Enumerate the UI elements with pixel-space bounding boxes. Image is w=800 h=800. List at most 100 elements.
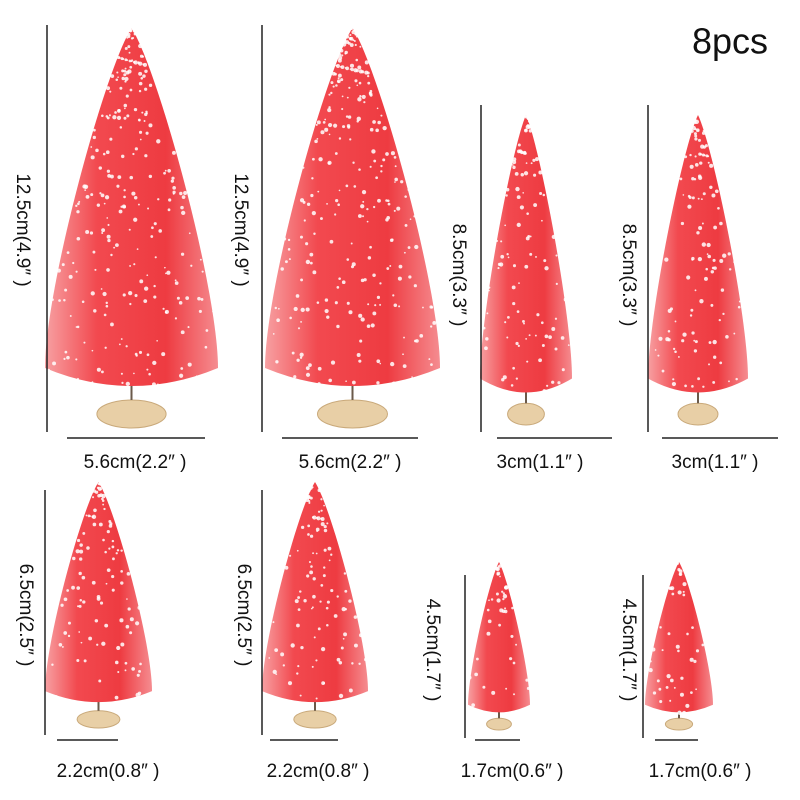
snow-speck [510,634,514,638]
snow-speck [197,296,201,301]
snow-speck [108,524,113,528]
snow-speck [113,246,116,249]
snow-speck [90,146,93,148]
snow-speck [690,691,693,694]
snow-speck [56,268,61,273]
snow-speck [111,539,115,543]
snow-speck [64,288,68,292]
snow-speck [671,381,677,387]
snow-speck [400,180,404,184]
snow-speck [294,599,299,604]
snow-speck [309,252,314,257]
snow-speck [89,515,92,517]
snow-speck [372,273,376,278]
snow-speck [328,106,331,109]
snow-speck [467,675,472,680]
snow-speck [672,347,676,351]
snow-speck [188,232,191,235]
snow-speck [308,560,312,564]
snow-speck [190,264,193,267]
snow-speck [708,363,710,366]
snow-speck [312,594,316,599]
snow-speck [419,333,424,338]
snow-speck [496,598,501,603]
snow-speck [69,314,72,317]
snow-speck [308,363,312,368]
snow-speck [345,35,350,39]
snow-speck [680,221,685,226]
snow-speck [101,370,104,374]
snow-speck [353,643,358,648]
snow-speck [162,307,165,310]
snow-speck [124,661,128,665]
snow-speck [360,317,365,322]
snow-speck [83,341,86,344]
snow-speck [361,94,366,100]
tree-cone [262,482,368,703]
snow-speck [665,337,670,342]
snow-speck [555,282,558,285]
snow-speck [340,78,344,82]
snow-speck [375,176,379,180]
snow-speck [138,130,143,134]
snow-speck [712,258,716,262]
snow-speck [363,278,367,282]
snow-speck [349,26,353,30]
snow-speck [274,648,279,652]
snow-speck [105,582,108,585]
snow-speck [336,595,339,598]
snow-speck [340,646,344,650]
snow-speck [393,209,396,212]
snow-speck [138,71,143,76]
snow-speck [512,160,517,165]
snow-speck [707,254,712,259]
snow-speck [720,288,725,292]
snow-speck [174,279,177,282]
snow-speck [366,207,369,211]
snow-speck [316,138,319,140]
snow-speck [47,368,51,372]
snow-speck [689,153,692,157]
tree-cone [645,562,713,713]
snow-speck [359,45,362,48]
snow-speck [126,114,130,118]
snow-speck [166,270,171,275]
snow-speck [506,253,509,256]
snow-speck [297,665,300,668]
snow-speck [713,355,717,359]
snow-speck [403,251,406,254]
snow-speck [564,283,568,287]
snow-speck [326,203,328,205]
snow-speck [99,488,102,491]
snow-speck [103,202,106,205]
snow-speck [98,522,103,527]
snow-speck [394,177,398,182]
snow-speck [76,538,81,543]
snow-speck [327,122,333,128]
snow-speck [287,248,291,251]
snow-speck [356,353,361,358]
snow-speck [349,34,352,37]
snow-speck [498,564,502,568]
snow-speck [505,194,508,197]
tree-item: 4.5cm(1.7″ ) 1.7cm(0.6″ ) [618,561,751,782]
snow-speck [106,86,111,91]
snow-speck [92,250,96,254]
snow-speck [133,263,136,266]
snow-speck [109,90,112,93]
snow-speck [677,710,682,715]
snow-speck [123,195,126,199]
snow-speck [342,42,347,47]
snow-speck [143,120,146,122]
snow-speck [316,120,321,125]
snow-speck [187,326,190,329]
snow-speck [409,218,412,220]
snow-speck [697,257,703,262]
snow-speck [513,693,516,696]
snow-speck [515,341,519,346]
tree-base [664,717,694,731]
snow-speck [689,314,693,317]
tree-cone [648,115,748,393]
snow-speck [352,161,355,164]
snow-speck [677,356,680,358]
